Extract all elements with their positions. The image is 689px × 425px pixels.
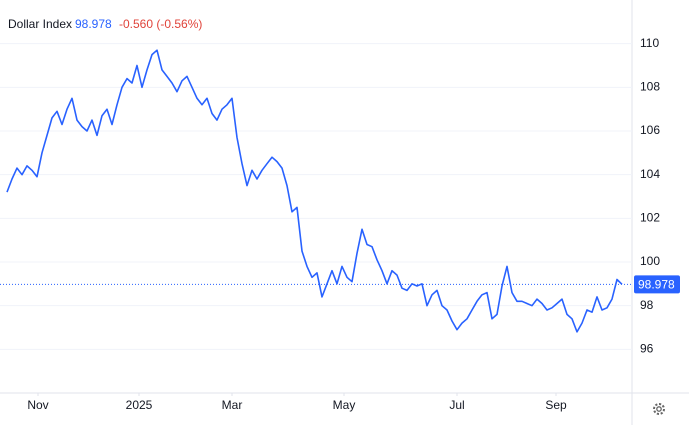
last-price-label: 98.978 xyxy=(638,277,675,291)
settings-icon[interactable] xyxy=(653,403,665,415)
gear-teeth xyxy=(653,403,665,415)
y-tick-label: 100 xyxy=(640,254,660,268)
gear-hub xyxy=(656,406,662,412)
y-tick-label: 96 xyxy=(640,342,654,356)
x-tick-label: 2025 xyxy=(126,398,153,412)
x-tick-label: Sep xyxy=(545,398,567,412)
y-tick-label: 110 xyxy=(640,36,659,50)
y-tick-label: 102 xyxy=(640,211,660,225)
last-price-box xyxy=(634,275,680,294)
y-tick-label: 98 xyxy=(640,298,654,312)
x-tick-label: Nov xyxy=(27,398,48,412)
chart-title: Dollar Index xyxy=(8,17,72,31)
y-tick-label: 104 xyxy=(640,167,660,181)
y-tick-label: 108 xyxy=(640,80,660,94)
x-tick-label: Mar xyxy=(222,398,243,412)
header-value: 98.978 xyxy=(75,17,112,31)
price-line xyxy=(6,49,623,333)
x-tick-label: May xyxy=(333,398,356,412)
y-tick-label: 106 xyxy=(640,123,660,137)
header-change: -0.560 (-0.56%) xyxy=(119,17,202,31)
x-tick-label: Jul xyxy=(449,398,464,412)
